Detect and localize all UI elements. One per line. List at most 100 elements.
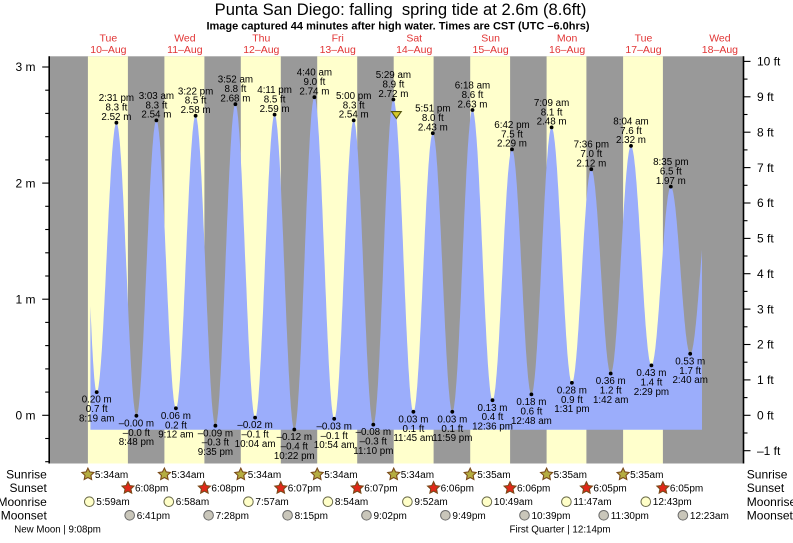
svg-text:7:57am: 7:57am [255, 497, 288, 508]
svg-text:5:29 am: 5:29 am [376, 70, 411, 81]
svg-text:0 ft: 0 ft [757, 409, 774, 423]
svg-text:7 ft: 7 ft [757, 161, 774, 175]
svg-text:0.6 ft: 0.6 ft [521, 406, 543, 417]
svg-text:6:08pm: 6:08pm [135, 484, 168, 495]
svg-text:11:45 am: 11:45 am [393, 433, 433, 444]
svg-text:Moonset: Moonset [1, 509, 48, 523]
svg-text:16–Aug: 16–Aug [549, 44, 585, 56]
svg-text:12:43pm: 12:43pm [653, 497, 692, 508]
svg-text:3:52 am: 3:52 am [218, 75, 253, 86]
svg-text:8:54am: 8:54am [335, 497, 368, 508]
svg-text:0.36 m: 0.36 m [596, 376, 626, 387]
svg-text:Tue: Tue [635, 33, 653, 45]
svg-text:Sat: Sat [406, 33, 422, 45]
svg-text:Wed: Wed [174, 33, 196, 45]
svg-text:0.53 m: 0.53 m [675, 356, 705, 367]
svg-text:Wed: Wed [709, 33, 731, 45]
svg-text:7:09 am: 7:09 am [534, 98, 569, 109]
svg-text:Moonrise: Moonrise [0, 495, 47, 509]
svg-text:0.1 ft: 0.1 ft [441, 424, 463, 435]
svg-text:–0.4 ft: –0.4 ft [281, 442, 309, 453]
svg-text:12:48 am: 12:48 am [511, 416, 552, 427]
svg-text:2.12 m: 2.12 m [576, 159, 606, 170]
svg-text:8:48 pm: 8:48 pm [119, 437, 154, 448]
svg-text:3 ft: 3 ft [757, 302, 774, 316]
svg-text:5:35am: 5:35am [630, 470, 663, 481]
svg-text:0.2 ft: 0.2 ft [165, 420, 187, 431]
svg-text:6:18 am: 6:18 am [455, 81, 490, 92]
svg-text:–0.1 ft: –0.1 ft [241, 430, 269, 441]
svg-text:Sunset: Sunset [747, 481, 785, 495]
svg-text:18–Aug: 18–Aug [702, 44, 738, 56]
svg-text:0.06 m: 0.06 m [161, 411, 191, 422]
svg-text:4 ft: 4 ft [757, 267, 774, 281]
svg-text:11:30pm: 11:30pm [611, 511, 649, 522]
svg-text:2.48 m: 2.48 m [537, 117, 567, 128]
svg-text:9:02pm: 9:02pm [374, 511, 407, 522]
svg-text:5:59am: 5:59am [96, 497, 129, 508]
svg-text:2.58 m: 2.58 m [181, 105, 211, 116]
svg-text:2.63 m: 2.63 m [458, 99, 488, 110]
svg-text:8.6 ft: 8.6 ft [462, 90, 484, 101]
svg-text:2.72 m: 2.72 m [378, 89, 408, 100]
svg-text:Moonrise: Moonrise [747, 495, 793, 509]
svg-text:–0.3 ft: –0.3 ft [202, 438, 230, 449]
svg-text:6.5 ft: 6.5 ft [660, 167, 682, 178]
svg-text:0.7 ft: 0.7 ft [86, 404, 108, 415]
svg-text:10:49am: 10:49am [494, 497, 533, 508]
svg-text:8.8 ft: 8.8 ft [225, 84, 247, 95]
svg-text:Thu: Thu [252, 33, 270, 45]
svg-text:2.54 m: 2.54 m [339, 110, 369, 121]
svg-text:0 m: 0 m [15, 409, 35, 423]
svg-text:8.0 ft: 8.0 ft [422, 113, 444, 124]
svg-text:2.43 m: 2.43 m [418, 123, 448, 134]
svg-text:8.9 ft: 8.9 ft [383, 79, 405, 90]
svg-text:2.54 m: 2.54 m [141, 110, 171, 121]
svg-text:Sun: Sun [481, 33, 500, 45]
svg-text:8:19 am: 8:19 am [79, 414, 114, 425]
svg-text:2.68 m: 2.68 m [220, 94, 250, 105]
svg-text:15–Aug: 15–Aug [472, 44, 508, 56]
svg-text:5:35am: 5:35am [477, 470, 510, 481]
svg-text:2 ft: 2 ft [757, 338, 774, 352]
svg-text:–0.1 ft: –0.1 ft [321, 431, 349, 442]
svg-text:17–Aug: 17–Aug [625, 44, 661, 56]
svg-text:5:51 pm: 5:51 pm [415, 104, 450, 115]
svg-text:6:41pm: 6:41pm [137, 511, 170, 522]
svg-text:0.13 m: 0.13 m [478, 403, 508, 414]
svg-text:12:23am: 12:23am [690, 511, 729, 522]
svg-text:9 ft: 9 ft [757, 90, 774, 104]
svg-text:–0.00 m: –0.00 m [119, 418, 154, 429]
svg-text:7:28pm: 7:28pm [216, 511, 249, 522]
svg-text:Sunrise: Sunrise [6, 468, 47, 482]
svg-text:5:35am: 5:35am [554, 470, 587, 481]
svg-text:10:22 pm: 10:22 pm [274, 451, 315, 462]
svg-text:6:07pm: 6:07pm [364, 484, 397, 495]
svg-text:–0.0 ft: –0.0 ft [123, 428, 151, 439]
svg-text:2.32 m: 2.32 m [616, 135, 646, 146]
svg-text:2 m: 2 m [15, 176, 35, 190]
svg-text:2.59 m: 2.59 m [260, 104, 290, 115]
svg-text:Sunrise: Sunrise [747, 468, 788, 482]
svg-text:0.03 m: 0.03 m [398, 414, 428, 425]
svg-text:–0.08 m: –0.08 m [356, 427, 391, 438]
svg-text:2:40 am: 2:40 am [672, 375, 707, 386]
svg-text:14–Aug: 14–Aug [396, 44, 432, 56]
svg-text:9:49pm: 9:49pm [452, 511, 485, 522]
svg-text:–0.09 m: –0.09 m [198, 428, 233, 439]
svg-text:0.1 ft: 0.1 ft [403, 424, 425, 435]
svg-text:7.0 ft: 7.0 ft [580, 149, 602, 160]
svg-text:8.3 ft: 8.3 ft [343, 100, 365, 111]
svg-text:5:34am: 5:34am [95, 470, 128, 481]
svg-text:0.28 m: 0.28 m [557, 385, 587, 396]
svg-text:1.2 ft: 1.2 ft [600, 386, 622, 397]
svg-text:3:03 am: 3:03 am [139, 91, 174, 102]
svg-text:Fri: Fri [332, 33, 344, 45]
svg-text:5:34am: 5:34am [248, 470, 281, 481]
svg-text:10:39pm: 10:39pm [532, 511, 571, 522]
svg-text:0.4 ft: 0.4 ft [482, 412, 504, 423]
svg-text:4:40 am: 4:40 am [297, 68, 332, 79]
svg-text:11:10 pm: 11:10 pm [353, 446, 393, 457]
svg-text:1.7 ft: 1.7 ft [679, 366, 701, 377]
svg-text:1.97 m: 1.97 m [656, 176, 686, 187]
